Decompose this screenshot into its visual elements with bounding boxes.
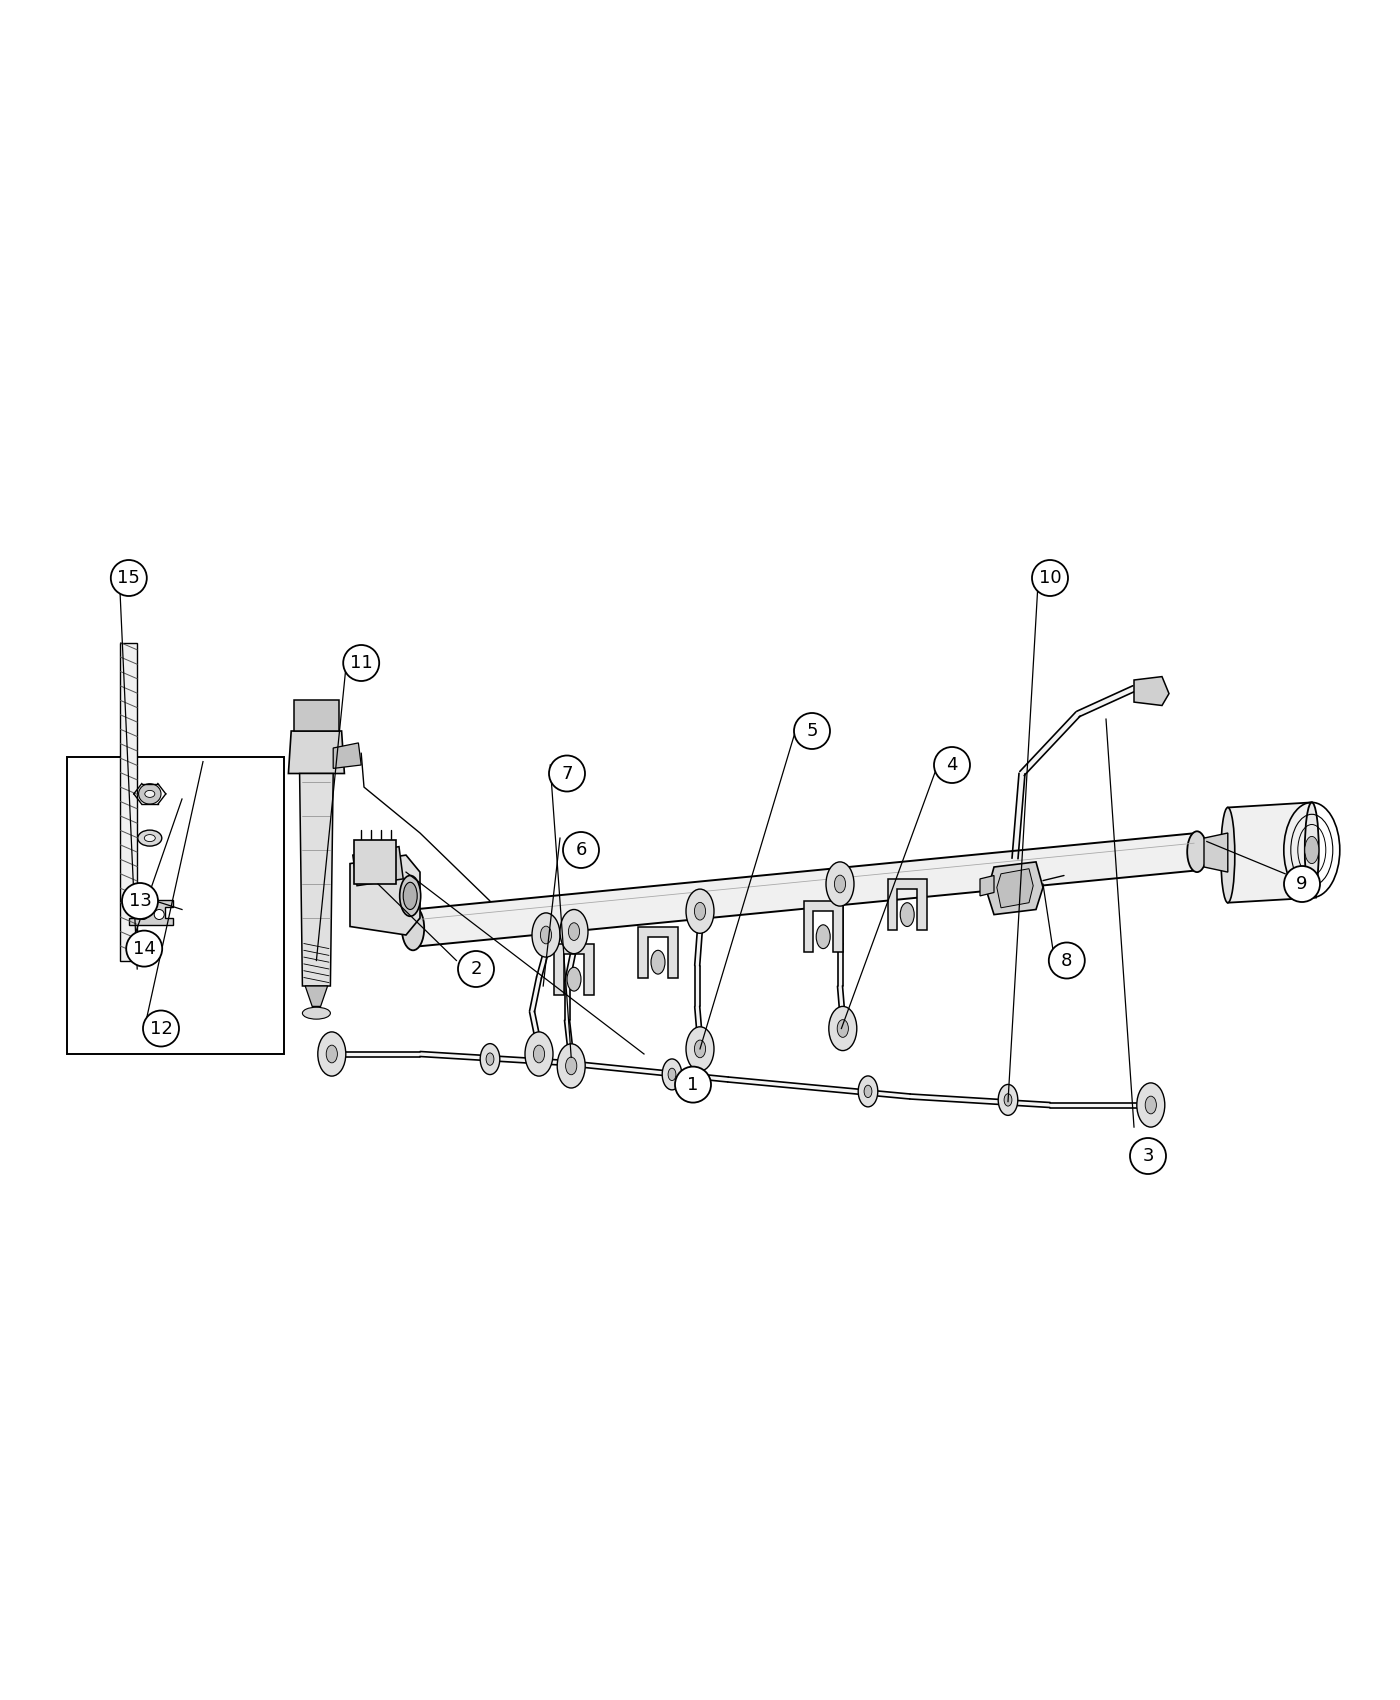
Ellipse shape xyxy=(318,1032,346,1076)
Circle shape xyxy=(1032,559,1068,597)
Polygon shape xyxy=(350,855,420,935)
Circle shape xyxy=(143,1010,179,1047)
Ellipse shape xyxy=(651,950,665,974)
Circle shape xyxy=(549,755,585,792)
Polygon shape xyxy=(129,899,174,925)
Ellipse shape xyxy=(1004,1093,1012,1107)
Circle shape xyxy=(1130,1137,1166,1175)
Text: 1: 1 xyxy=(687,1076,699,1093)
Text: 14: 14 xyxy=(133,940,155,957)
Text: 3: 3 xyxy=(1142,1148,1154,1164)
Ellipse shape xyxy=(567,967,581,991)
Ellipse shape xyxy=(533,1046,545,1062)
Circle shape xyxy=(675,1066,711,1103)
Ellipse shape xyxy=(816,925,830,949)
Text: 9: 9 xyxy=(1296,876,1308,892)
Polygon shape xyxy=(997,869,1033,908)
Text: 4: 4 xyxy=(946,756,958,774)
Ellipse shape xyxy=(139,784,161,804)
Ellipse shape xyxy=(486,1052,494,1066)
Ellipse shape xyxy=(525,1032,553,1076)
Ellipse shape xyxy=(662,1059,682,1090)
Ellipse shape xyxy=(686,1027,714,1071)
Polygon shape xyxy=(987,862,1043,915)
Ellipse shape xyxy=(864,1085,872,1098)
Text: 2: 2 xyxy=(470,960,482,977)
Ellipse shape xyxy=(1221,808,1235,903)
Ellipse shape xyxy=(998,1085,1018,1115)
Circle shape xyxy=(122,882,158,920)
Text: 8: 8 xyxy=(1061,952,1072,969)
Polygon shape xyxy=(288,731,344,774)
Circle shape xyxy=(1284,865,1320,903)
Ellipse shape xyxy=(1305,836,1319,864)
Polygon shape xyxy=(353,847,403,886)
Text: 12: 12 xyxy=(150,1020,172,1037)
Ellipse shape xyxy=(154,910,164,920)
Polygon shape xyxy=(120,643,137,960)
Polygon shape xyxy=(1204,833,1228,872)
Circle shape xyxy=(111,559,147,597)
Ellipse shape xyxy=(686,889,714,933)
Ellipse shape xyxy=(1137,1083,1165,1127)
Text: 11: 11 xyxy=(350,654,372,672)
Ellipse shape xyxy=(1305,802,1319,898)
Ellipse shape xyxy=(826,862,854,906)
Ellipse shape xyxy=(837,1020,848,1037)
Polygon shape xyxy=(294,700,339,731)
Ellipse shape xyxy=(302,1006,330,1020)
Polygon shape xyxy=(300,774,333,986)
Text: 6: 6 xyxy=(575,842,587,858)
Ellipse shape xyxy=(402,906,424,950)
Polygon shape xyxy=(980,876,994,896)
Ellipse shape xyxy=(139,910,148,920)
Circle shape xyxy=(126,930,162,967)
Bar xyxy=(354,840,396,884)
Ellipse shape xyxy=(694,903,706,920)
Polygon shape xyxy=(1228,802,1316,903)
Polygon shape xyxy=(554,944,594,994)
Ellipse shape xyxy=(144,835,155,841)
Ellipse shape xyxy=(480,1044,500,1074)
Text: 15: 15 xyxy=(118,570,140,586)
Ellipse shape xyxy=(829,1006,857,1051)
Ellipse shape xyxy=(403,882,417,910)
Ellipse shape xyxy=(858,1076,878,1107)
Circle shape xyxy=(563,831,599,869)
Ellipse shape xyxy=(1145,1096,1156,1114)
Circle shape xyxy=(458,950,494,988)
Ellipse shape xyxy=(568,923,580,940)
Polygon shape xyxy=(804,901,843,952)
Polygon shape xyxy=(638,927,678,978)
Text: 13: 13 xyxy=(129,892,151,910)
Polygon shape xyxy=(888,879,927,930)
Ellipse shape xyxy=(834,876,846,892)
Ellipse shape xyxy=(532,913,560,957)
Polygon shape xyxy=(1134,677,1169,706)
Ellipse shape xyxy=(137,830,162,847)
Ellipse shape xyxy=(900,903,914,927)
Polygon shape xyxy=(413,833,1197,947)
Ellipse shape xyxy=(566,1057,577,1074)
Ellipse shape xyxy=(557,1044,585,1088)
Ellipse shape xyxy=(694,1040,706,1057)
Bar xyxy=(67,756,284,1054)
Ellipse shape xyxy=(400,876,420,916)
Circle shape xyxy=(1049,942,1085,979)
Ellipse shape xyxy=(1187,831,1207,872)
Ellipse shape xyxy=(560,910,588,954)
Circle shape xyxy=(794,712,830,750)
Ellipse shape xyxy=(668,1068,676,1081)
Polygon shape xyxy=(333,743,361,768)
Circle shape xyxy=(934,746,970,784)
Ellipse shape xyxy=(144,790,155,797)
Text: 5: 5 xyxy=(806,722,818,740)
Text: 10: 10 xyxy=(1039,570,1061,586)
Polygon shape xyxy=(305,986,328,1006)
Text: 7: 7 xyxy=(561,765,573,782)
Ellipse shape xyxy=(540,927,552,944)
Ellipse shape xyxy=(326,1046,337,1062)
Circle shape xyxy=(343,644,379,682)
